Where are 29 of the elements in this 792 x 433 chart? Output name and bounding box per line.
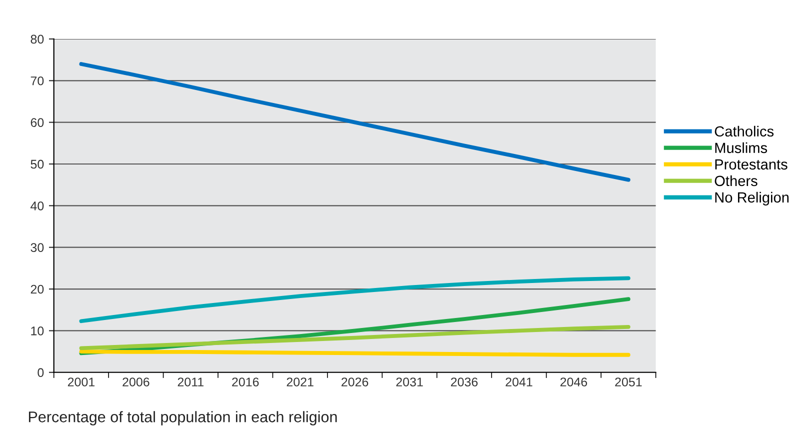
legend-label: Catholics (714, 126, 774, 137)
legend-label: Muslims (715, 142, 768, 154)
x-tick-label: 2041 (506, 378, 532, 386)
legend-label: Others (714, 175, 758, 186)
y-tick-label: 40 (30, 201, 44, 210)
y-tick-label: 60 (30, 118, 44, 127)
x-tick-label: 2001 (68, 378, 95, 386)
x-tick-label: 2026 (342, 378, 368, 386)
x-tick-label: 2036 (450, 378, 478, 386)
text: Percentage of total population in each religion (28, 411, 337, 426)
x-tick-label: 2011 (178, 378, 204, 386)
x-tick-label: 2051 (615, 378, 642, 386)
line-series (79, 325, 630, 350)
legend-label: No Religion (715, 192, 789, 206)
x-tick-label: 2016 (232, 378, 259, 386)
y-tick-label: 80 (30, 34, 44, 44)
y-tick-label: 50 (30, 160, 44, 169)
x-tick-label: 2031 (396, 378, 423, 386)
legend-label: Protestants (715, 159, 788, 170)
x-tick-label: 2006 (122, 378, 150, 386)
y-tick-label: 20 (30, 284, 44, 294)
x-tick-label: 2046 (560, 378, 588, 386)
line-series (79, 62, 630, 182)
x-tick-label: 2021 (286, 378, 314, 386)
y-tick-label: 0 (38, 368, 44, 378)
line-series (79, 276, 630, 324)
y-tick-label: 70 (30, 76, 44, 86)
y-tick-label: 10 (31, 326, 44, 336)
y-tick-label: 30 (30, 243, 44, 252)
